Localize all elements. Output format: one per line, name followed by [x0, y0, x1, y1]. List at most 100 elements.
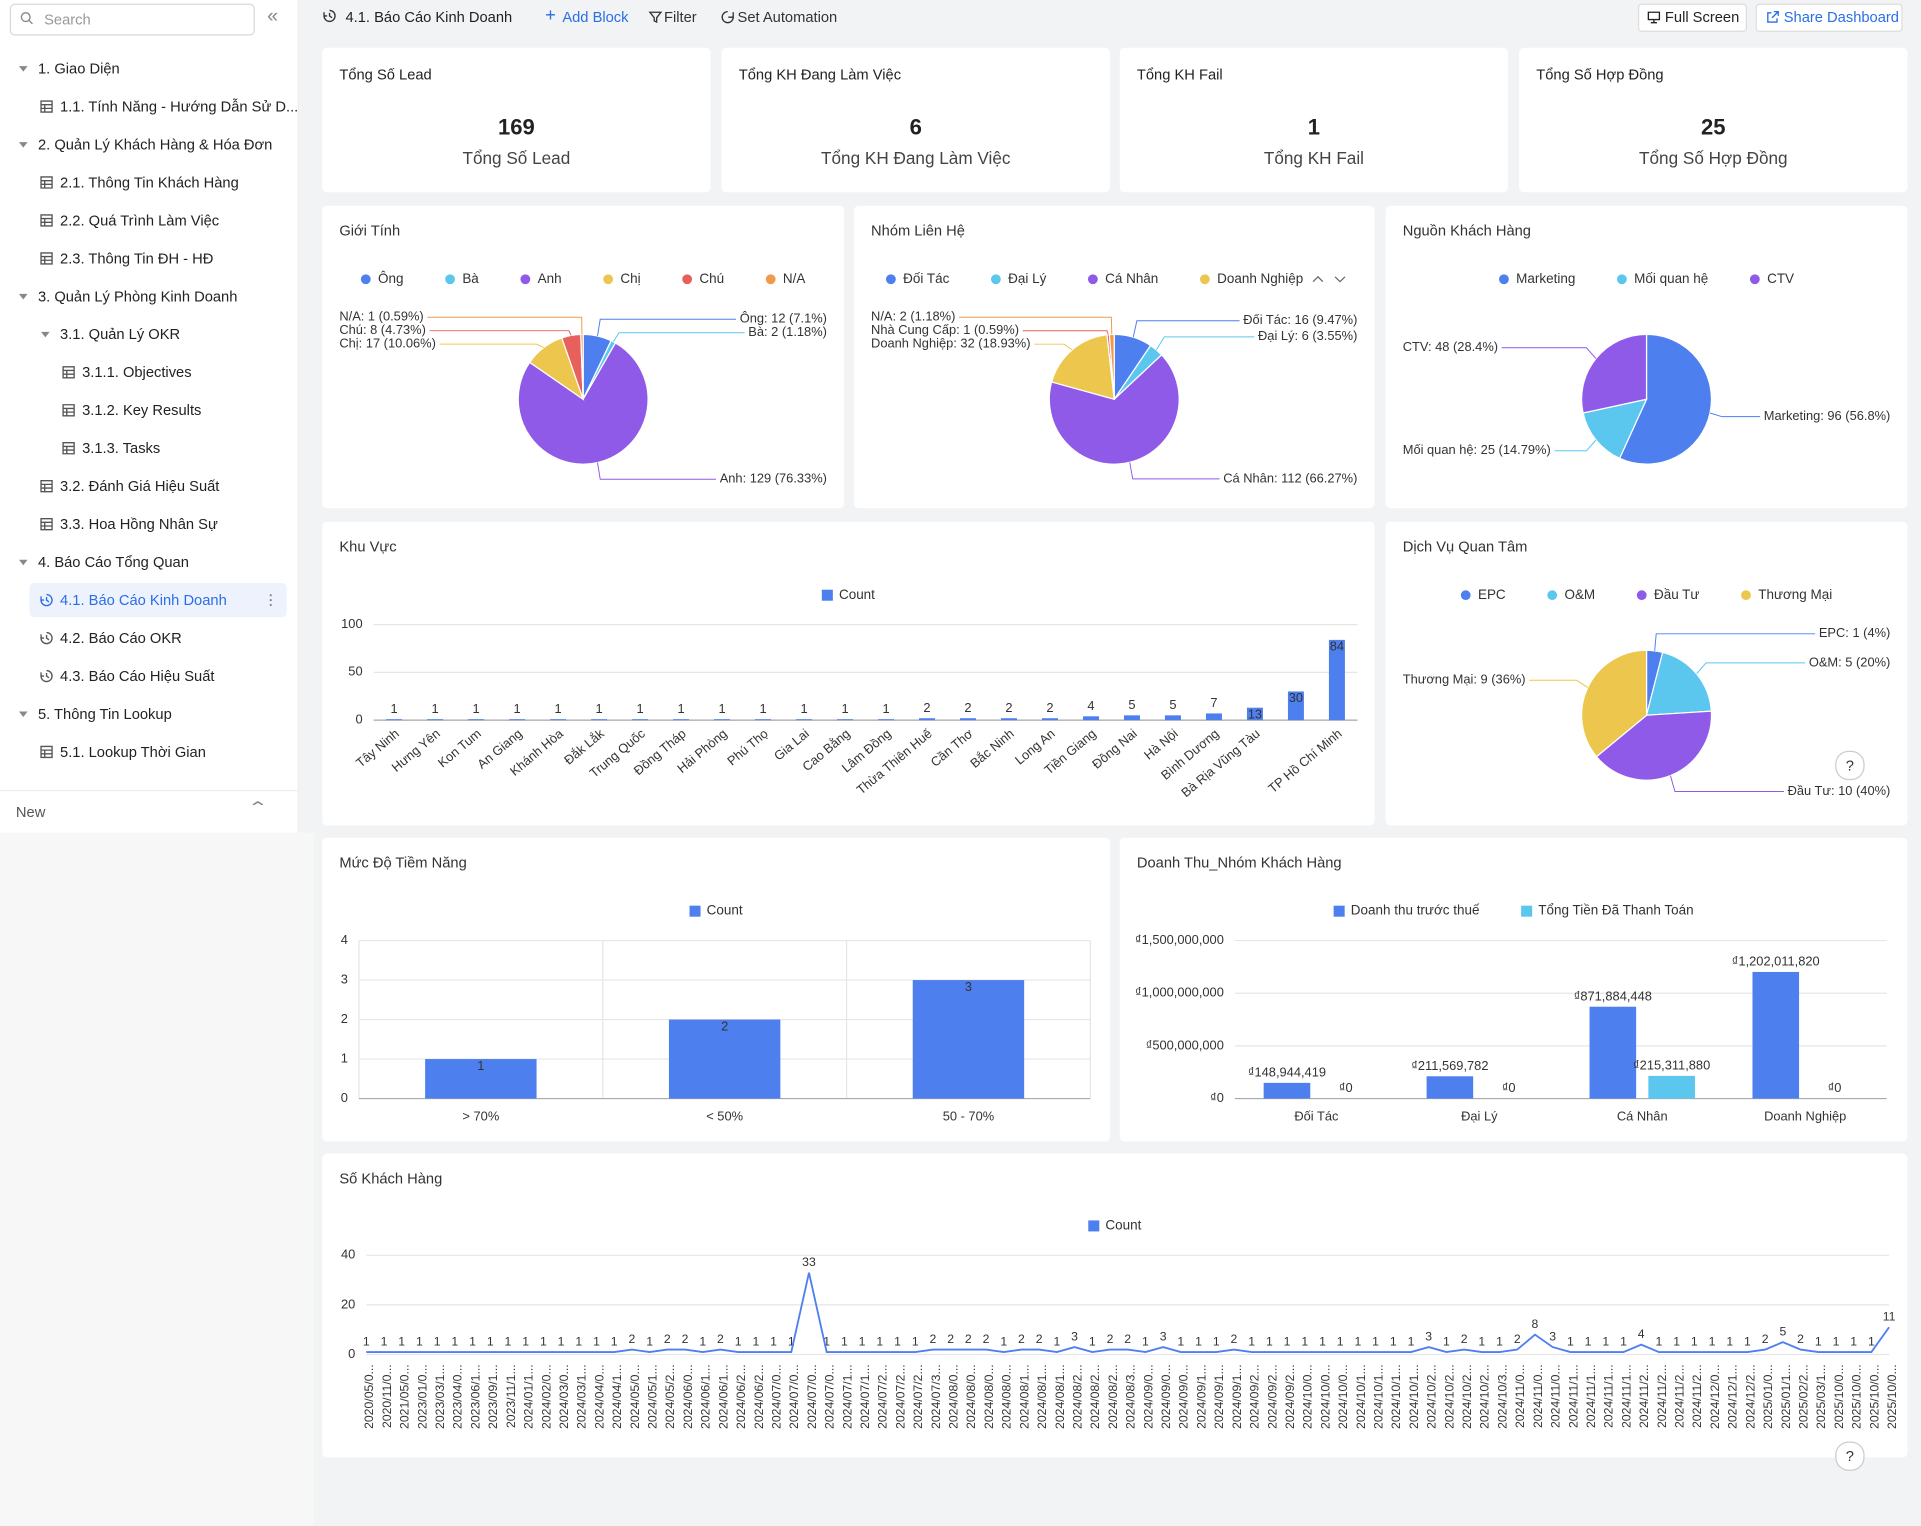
help-button[interactable]: ? [1835, 1441, 1865, 1471]
data-label: 1 [1443, 1334, 1450, 1348]
x-tick-label: 2024/09/0... [1177, 1364, 1191, 1429]
y-tick-label: 0 [341, 1090, 348, 1105]
sidebar-footer[interactable]: New [15, 803, 46, 821]
x-tick-label: 2024/07/0... [805, 1364, 819, 1429]
x-tick-label: Bắc Ninh [967, 726, 1017, 771]
x-tick-label: 2024/10/2... [1478, 1364, 1492, 1429]
sidebar-item[interactable]: 1.1. Tính Năng - Hướng Dẫn Sử D... [60, 97, 299, 116]
automation[interactable]: Set Automation [737, 8, 838, 26]
filter[interactable]: Filter [664, 8, 697, 26]
collapse-button[interactable]: « [267, 6, 278, 27]
x-tick-label: 2024/03/0... [557, 1364, 571, 1429]
bar [1082, 716, 1099, 721]
legend-swatch [682, 274, 693, 285]
data-label: 1 [1408, 1334, 1415, 1348]
legend-swatch [885, 274, 896, 285]
sidebar-item[interactable]: 3.1.3. Tasks [82, 439, 161, 457]
chart-card: Doanh Thu_Nhóm Khách Hàng Doanh thu trước… [1119, 837, 1908, 1142]
sidebar-item[interactable]: 3.3. Hoa Hồng Nhân Sự [60, 515, 218, 533]
sidebar-item[interactable]: 3.1.1. Objectives [82, 363, 192, 381]
data-label: 1 [841, 1334, 848, 1348]
x-tick-label: 2024/07/2... [876, 1364, 890, 1429]
legend-label: Count [839, 587, 875, 602]
help-button[interactable]: ? [1835, 750, 1865, 781]
kpi-card: Tổng KH Fail 1 Tổng KH Fail [1119, 47, 1509, 193]
x-tick-label: Cá Nhân [1617, 1108, 1668, 1123]
x-tick-label: 2024/11/0... [1549, 1364, 1563, 1428]
data-label: 1 [1620, 1334, 1627, 1348]
x-tick-label: 2024/07/0... [787, 1364, 801, 1429]
x-tick-label: 2025/10/0... [1832, 1364, 1846, 1429]
data-label: 1 [718, 701, 725, 716]
sidebar-item[interactable]: 4.1. Báo Cáo Kinh Doanh [60, 591, 227, 609]
x-tick-label: 2024/10/1... [1407, 1364, 1421, 1429]
legend-swatch [520, 274, 531, 285]
legend-label: Chú [699, 271, 724, 286]
bar [1001, 718, 1017, 721]
sidebar-item[interactable]: 2.3. Thông Tin ĐH - HĐ [60, 249, 214, 267]
page-title: 4.1. Báo Cáo Kinh Doanh [345, 8, 513, 26]
data-label: 1 [841, 701, 848, 716]
sidebar-below [0, 832, 314, 1526]
pie-slice [1645, 651, 1712, 716]
sidebar-item[interactable]: 3.1.2. Key Results [82, 401, 202, 419]
icon-shape [269, 603, 272, 607]
sidebar-item[interactable]: 4. Báo Cáo Tổng Quan [37, 553, 189, 571]
x-tick-label: 2021/05/0... [398, 1364, 412, 1429]
data-label: 1 [1266, 1334, 1273, 1348]
bar [1589, 1006, 1637, 1099]
icon-shape [40, 593, 53, 607]
share-button[interactable] [1755, 3, 1903, 32]
x-tick-label: 2024/11/1... [1619, 1364, 1633, 1428]
data-label: ₫0 [1502, 1080, 1516, 1095]
icon-shape [40, 176, 53, 189]
add-block[interactable]: Add Block [562, 8, 629, 26]
x-tick-label: 2025/03/1... [1814, 1364, 1828, 1429]
full-screen-button[interactable] [1637, 3, 1747, 32]
data-label: 1 [876, 1334, 883, 1348]
data-label: 1 [1372, 1334, 1379, 1348]
icon-shape [1647, 11, 1661, 24]
sidebar-item[interactable]: 2.2. Quá Trình Làm Việc [60, 211, 220, 230]
bar [468, 719, 485, 721]
x-tick-label: 2025/01/1... [1779, 1364, 1793, 1429]
bar [1263, 1082, 1311, 1099]
icon-shape [40, 252, 53, 265]
legend-label: Thương Mại [1758, 587, 1832, 602]
icon-shape [1767, 10, 1779, 23]
data-label: 1 [593, 1334, 600, 1348]
x-tick-label: 2024/09/1... [1230, 1364, 1244, 1429]
kpi-card: Tổng Số Hợp Đồng 25 Tổng Số Hợp Đồng [1519, 47, 1908, 193]
share: Share Dashboard [1783, 8, 1899, 26]
data-label: 1 [1585, 1334, 1592, 1348]
x-tick-label: 2024/09/1... [1194, 1364, 1208, 1429]
sidebar-item[interactable]: 4.2. Báo Cáo OKR [60, 629, 182, 647]
icon-auto [721, 10, 734, 24]
sidebar-item[interactable]: 3.1. Quản Lý OKR [60, 325, 181, 343]
sidebar-item[interactable]: 1. Giao Diện [37, 60, 120, 78]
y-tick-label: 100 [341, 616, 362, 631]
data-label: ₫148,944,419 [1248, 1064, 1326, 1079]
data-label: 1 [540, 1334, 547, 1348]
sidebar-item[interactable]: 5.1. Lookup Thời Gian [60, 743, 206, 761]
search-box[interactable] [9, 3, 255, 36]
kpi-title: Tổng KH Đang Làm Việc [738, 66, 902, 84]
sidebar-item[interactable]: 4.3. Báo Cáo Hiệu Suất [60, 667, 215, 685]
pie-label: Bà: 2 (1.18%) [748, 324, 827, 339]
x-tick-label: 2024/10/2... [1442, 1364, 1456, 1429]
sidebar-item[interactable]: 5. Thông Tin Lookup [37, 705, 172, 723]
data-label: 1 [558, 1334, 565, 1348]
leader-line [429, 330, 572, 336]
sidebar-item[interactable]: 3.2. Đánh Giá Hiệu Suất [60, 477, 220, 495]
legend-swatch [990, 274, 1001, 285]
footer-chevron[interactable]: ⌃ [247, 798, 269, 817]
pie-slice [1581, 649, 1648, 758]
bar [714, 719, 731, 721]
x-tick-label: 2024/11/2... [1690, 1364, 1704, 1428]
sidebar-item[interactable]: 3. Quản Lý Phòng Kinh Doanh [37, 287, 238, 305]
x-tick-label: 2024/08/2... [1088, 1364, 1102, 1429]
sidebar-item[interactable]: 2. Quản Lý Khách Hàng & Hóa Đơn [37, 135, 273, 154]
sidebar-item[interactable]: 2.1. Thông Tin Khách Hàng [60, 173, 239, 192]
y-tick-label: ₫1,000,000,000 [1135, 985, 1224, 1000]
